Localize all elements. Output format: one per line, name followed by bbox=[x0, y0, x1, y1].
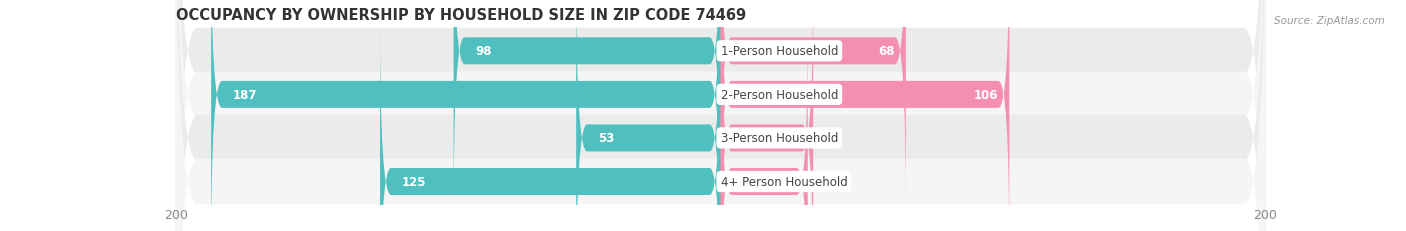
FancyBboxPatch shape bbox=[211, 0, 721, 231]
FancyBboxPatch shape bbox=[721, 0, 813, 231]
Text: 68: 68 bbox=[879, 45, 896, 58]
Text: 125: 125 bbox=[402, 175, 426, 188]
FancyBboxPatch shape bbox=[721, 0, 905, 212]
Text: 1-Person Household: 1-Person Household bbox=[721, 45, 838, 58]
Text: 106: 106 bbox=[974, 88, 998, 101]
Text: 187: 187 bbox=[233, 88, 257, 101]
FancyBboxPatch shape bbox=[176, 0, 1265, 231]
Text: 2-Person Household: 2-Person Household bbox=[721, 88, 838, 101]
FancyBboxPatch shape bbox=[380, 22, 721, 231]
Text: 53: 53 bbox=[598, 132, 614, 145]
FancyBboxPatch shape bbox=[576, 0, 721, 231]
Text: OCCUPANCY BY OWNERSHIP BY HOUSEHOLD SIZE IN ZIP CODE 74469: OCCUPANCY BY OWNERSHIP BY HOUSEHOLD SIZE… bbox=[176, 7, 745, 22]
Text: 98: 98 bbox=[475, 45, 492, 58]
FancyBboxPatch shape bbox=[176, 0, 1265, 231]
Text: 3-Person Household: 3-Person Household bbox=[721, 132, 838, 145]
Text: 34: 34 bbox=[786, 132, 803, 145]
Text: 32: 32 bbox=[780, 175, 797, 188]
FancyBboxPatch shape bbox=[454, 0, 721, 212]
Text: Source: ZipAtlas.com: Source: ZipAtlas.com bbox=[1274, 16, 1385, 26]
FancyBboxPatch shape bbox=[721, 0, 1010, 231]
FancyBboxPatch shape bbox=[176, 0, 1265, 231]
FancyBboxPatch shape bbox=[721, 22, 808, 231]
Text: 4+ Person Household: 4+ Person Household bbox=[721, 175, 848, 188]
FancyBboxPatch shape bbox=[176, 0, 1265, 231]
